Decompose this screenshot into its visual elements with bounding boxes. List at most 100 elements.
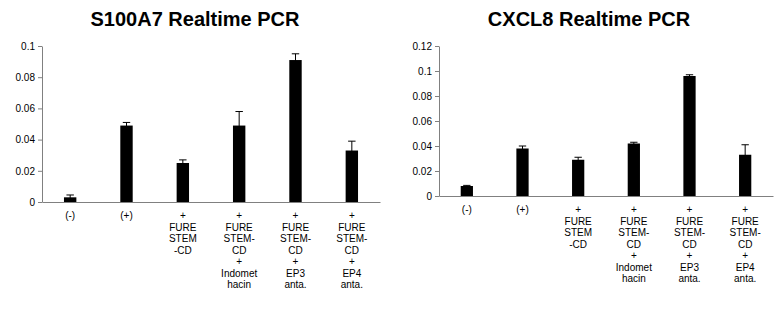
bar xyxy=(177,163,189,202)
x-tick-label-line: -CD xyxy=(569,239,587,250)
tick-mark xyxy=(435,171,439,172)
tick-mark xyxy=(38,108,42,109)
error-cap xyxy=(179,159,186,160)
bar xyxy=(120,126,132,202)
x-tick: +FURESTEM-CD+Indomethacin xyxy=(221,202,257,290)
error-cap xyxy=(66,194,73,195)
tick-mark xyxy=(435,196,439,197)
x-tick: +FURESTEM-CD xyxy=(169,202,197,256)
y-tick: 0.06 xyxy=(16,103,42,114)
x-tick-label-line: Indomet xyxy=(616,262,652,273)
x-tick-label: (+) xyxy=(120,210,133,221)
error-cap xyxy=(519,151,526,152)
y-tick-label: 0.06 xyxy=(16,103,36,114)
x-tick: +FURESTEM-CD xyxy=(564,196,592,250)
y-axis: 0 0.02 0.04 0.06 0.08 0.1 xyxy=(16,41,43,208)
plot-area xyxy=(64,54,358,202)
error-cap xyxy=(348,141,355,142)
y-tick-label: 0.04 xyxy=(413,141,433,152)
chart-title: S100A7 Realtime PCR xyxy=(91,8,301,30)
y-tick-label: 0.1 xyxy=(21,41,35,52)
x-tick-label-line: STEM xyxy=(564,227,592,238)
y-tick-label: 0 xyxy=(426,191,432,202)
error-cap xyxy=(179,166,186,167)
x-tick-label-line: + xyxy=(687,250,693,261)
error-stem xyxy=(351,141,352,160)
x-tick-label: +FURESTEM-CD+EP4anta. xyxy=(336,210,367,290)
x-tick-label-line: STEM- xyxy=(674,227,705,238)
error-bar xyxy=(235,112,242,140)
x-tick: (-) xyxy=(65,202,75,221)
x-tick-label-line: Indomet xyxy=(221,268,257,279)
x-tick-label-line: + xyxy=(575,204,581,215)
chart-panel: CXCL8 Realtime PCR00.020.040.060.080.10.… xyxy=(413,8,774,284)
x-tick-label-line: STEM xyxy=(169,233,197,244)
x-tick: +FURESTEM-CD+EP4anta. xyxy=(336,202,367,290)
x-tick-label-line: + xyxy=(742,204,748,215)
y-tick-label: 0.1 xyxy=(418,66,432,77)
error-cap xyxy=(574,162,581,163)
y-tick-label: 0.08 xyxy=(16,72,36,83)
error-stem xyxy=(295,54,296,66)
error-bar xyxy=(741,145,748,165)
axis-line xyxy=(43,202,381,203)
axis-line xyxy=(42,47,43,203)
error-cap xyxy=(123,122,130,123)
tick-mark xyxy=(38,171,42,172)
x-tick-label-line: STEM- xyxy=(618,227,649,238)
x-tick-label-line: anta. xyxy=(734,273,756,284)
x-tick-label-line: STEM- xyxy=(730,227,761,238)
error-bar xyxy=(179,160,186,166)
x-tick-label-line: + xyxy=(293,256,299,267)
x-tick-label-line: + xyxy=(349,256,355,267)
error-stem xyxy=(578,157,579,162)
x-tick-label-line: EP3 xyxy=(286,268,305,279)
x-tick-label-line: + xyxy=(293,210,299,221)
x-tick-label: (-) xyxy=(65,210,75,221)
error-stem xyxy=(239,112,240,140)
x-tick-label-line: FURE xyxy=(282,222,310,233)
figure: S100A7 Realtime PCR 0 0.02 0.04 0.06 0.08 0.1 (… xyxy=(0,0,783,321)
error-cap xyxy=(630,144,637,145)
error-cap xyxy=(741,164,748,165)
error-cap xyxy=(66,199,73,200)
x-tick-label-line: + xyxy=(631,250,637,261)
x-tick: +FURESTEM-CD+Indomethacin xyxy=(616,196,652,284)
error-bar xyxy=(348,141,355,160)
x-axis: (-)(+)+FURESTEM-CD+FURESTEM-CD+Indometha… xyxy=(43,202,381,290)
x-tick-label: +FURESTEM-CD+Indomethacin xyxy=(221,210,257,290)
x-tick-label-line: + xyxy=(236,256,242,267)
x-tick-label: +FURESTEM-CD+EP3anta. xyxy=(674,204,705,284)
y-tick: 0.02 xyxy=(16,166,42,177)
y-tick-label: 0.04 xyxy=(16,134,36,145)
x-tick-label-line: (+) xyxy=(120,210,133,221)
y-tick-label: 0.02 xyxy=(413,166,433,177)
x-tick-label-line: hacin xyxy=(227,279,251,290)
tick-mark xyxy=(38,46,42,47)
error-stem xyxy=(70,195,71,200)
error-cap xyxy=(463,185,470,186)
tick-mark xyxy=(435,96,439,97)
x-tick-label-line: CD xyxy=(232,245,246,256)
error-cap xyxy=(235,139,242,140)
y-tick: 0 xyxy=(29,197,42,208)
x-tick-label: (-) xyxy=(462,204,472,215)
x-tick-label-line: anta. xyxy=(284,279,306,290)
y-tick-label: 0.08 xyxy=(413,91,433,102)
x-tick-label: +FURESTEM-CD+EP3anta. xyxy=(280,210,311,290)
y-tick-label: 0.02 xyxy=(16,166,36,177)
error-cap xyxy=(519,146,526,147)
x-tick-label-line: STEM- xyxy=(280,233,311,244)
x-tick-label-line: FURE xyxy=(732,216,760,227)
chart-panel: S100A7 Realtime PCR 0 0.02 0.04 0.06 0.08 0.1 (… xyxy=(16,8,381,290)
x-tick-label-line: anta. xyxy=(678,273,700,284)
x-tick: (-) xyxy=(462,196,472,215)
plot-area xyxy=(461,75,752,196)
x-tick-label-line: EP4 xyxy=(342,268,361,279)
error-stem xyxy=(182,160,183,166)
y-tick-label: 0.06 xyxy=(413,116,433,127)
tick-mark xyxy=(435,121,439,122)
x-tick-label-line: + xyxy=(180,210,186,221)
error-cap xyxy=(741,144,748,145)
error-bar xyxy=(292,54,299,66)
